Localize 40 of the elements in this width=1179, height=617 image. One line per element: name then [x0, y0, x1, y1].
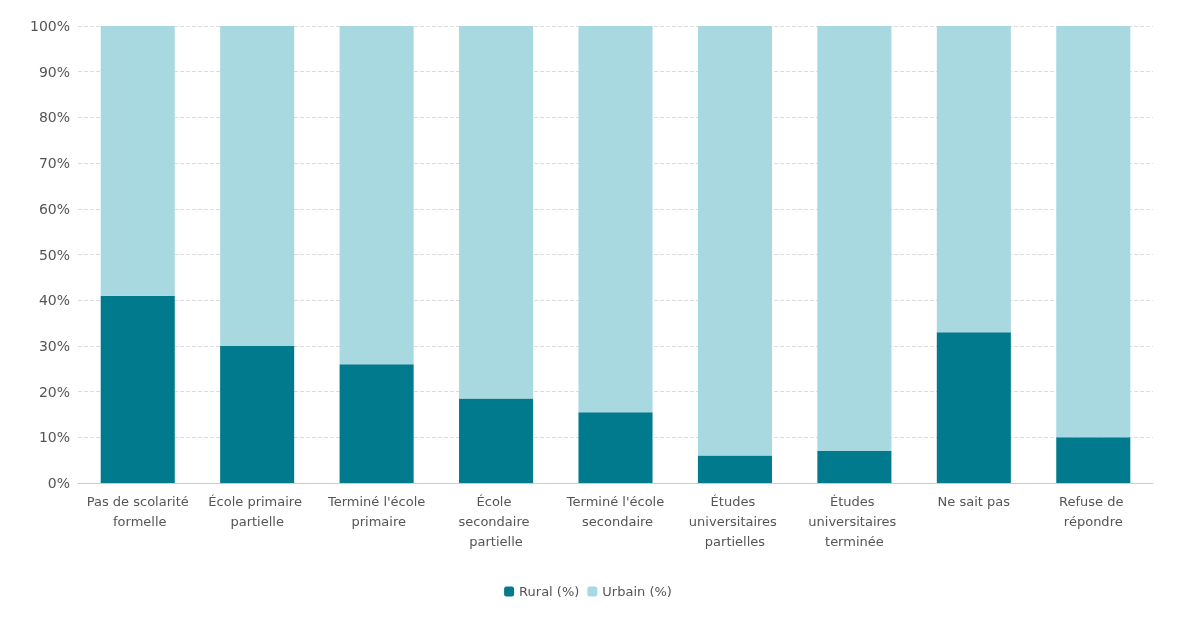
- y-tick-label: 0%: [47, 475, 70, 491]
- bar: [339, 26, 414, 365]
- y-tick-label: 90%: [38, 63, 70, 80]
- bar: [339, 364, 414, 483]
- legend-label: Urbain (%): [602, 584, 672, 599]
- y-tick-label: 100%: [29, 18, 70, 34]
- y-tick-label: 20%: [38, 383, 70, 400]
- bar: [578, 412, 653, 483]
- y-tick-label: 70%: [38, 155, 70, 172]
- y-tick-label: 80%: [38, 109, 70, 126]
- bar: [697, 26, 772, 456]
- x-tick-label: Refuse de répondre: [1059, 493, 1128, 529]
- x-tick-label: Pas de scolarité formelle: [86, 493, 189, 529]
- x-tick-label: Terminé l'école primaire: [326, 493, 426, 529]
- bar: [459, 26, 534, 399]
- bar: [817, 26, 892, 452]
- bar: [220, 26, 295, 346]
- legend-label: Rural (%): [519, 584, 580, 599]
- x-tick-label: Ne sait pas: [937, 493, 1011, 509]
- bar: [697, 455, 772, 483]
- bar: [936, 332, 1011, 483]
- y-tick-label: 60%: [38, 200, 70, 217]
- x-tick-label: École secondaire partielle: [458, 493, 534, 549]
- bar: [578, 26, 653, 413]
- bar: [1056, 26, 1131, 438]
- bar: [100, 26, 175, 296]
- x-tick-label: Études universitaires partielles: [688, 493, 782, 549]
- bar: [1056, 437, 1131, 483]
- y-tick-label: 30%: [38, 337, 70, 354]
- bar: [220, 345, 295, 483]
- bar: [936, 26, 1011, 333]
- y-tick-label: 50%: [38, 246, 70, 263]
- x-tick-label: Études universitaires terminée: [808, 493, 901, 549]
- bar: [459, 398, 534, 483]
- x-tick-label: École primaire partielle: [208, 493, 307, 529]
- x-tick-label: Terminé l'école secondaire: [565, 493, 665, 529]
- bar: [817, 451, 892, 483]
- y-tick-label: 10%: [38, 429, 70, 446]
- bar: [100, 295, 175, 483]
- y-tick-label: 40%: [38, 292, 70, 309]
